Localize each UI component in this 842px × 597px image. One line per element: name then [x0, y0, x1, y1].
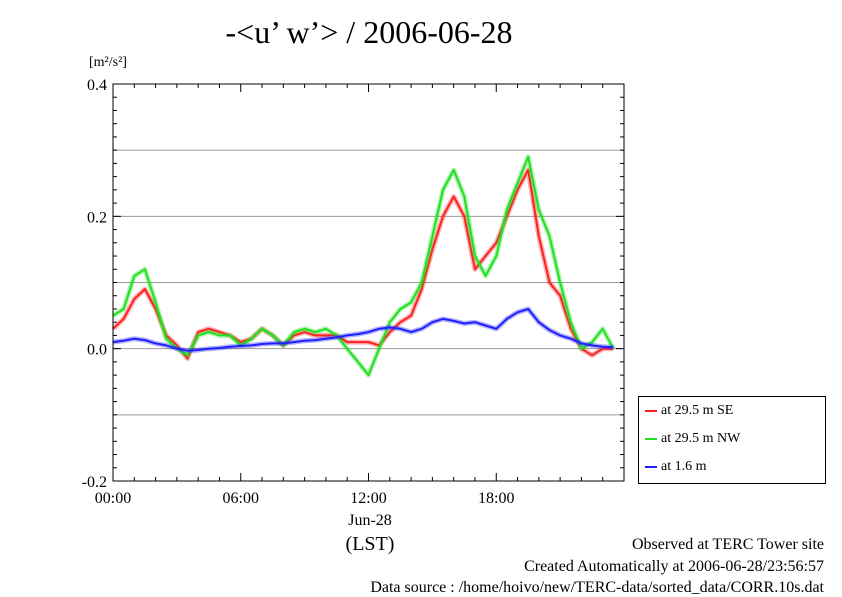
- chart-title: -<u’ w’> / 2006-06-28: [0, 14, 842, 51]
- y-unit-label: [m²/s²]: [89, 55, 127, 70]
- y-tick-label: 0.0: [87, 342, 107, 359]
- grid-lines: [113, 149, 624, 416]
- series-lines: [111, 154, 616, 378]
- footer-observed: Observed at TERC Tower site: [631, 536, 824, 553]
- x-tick-label: 18:00: [478, 490, 514, 507]
- y-tick-label: 0.4: [87, 77, 107, 94]
- legend-label-low: at 1.6 m: [661, 459, 707, 474]
- legend-label-se: at 29.5 m SE: [661, 403, 734, 418]
- x-tick-label: 00:00: [95, 490, 131, 507]
- legend-item-se: at 29.5 m SE: [645, 403, 733, 423]
- legend-item-nw: at 29.5 m NW: [645, 431, 740, 451]
- footer-created: Created Automatically at 2006-06-28/23:5…: [524, 558, 824, 575]
- series-line-2: [112, 308, 614, 352]
- chart-title-text: -<u’ w’> / 2006-06-28: [225, 14, 513, 50]
- x-timezone-label: (LST): [345, 533, 395, 555]
- legend-label-nw: at 29.5 m NW: [661, 431, 741, 446]
- x-tick-label: 12:00: [350, 490, 386, 507]
- y-tick-label: -0.2: [82, 474, 107, 491]
- legend-swatch-red: [645, 409, 657, 412]
- x-tick-label: 06:00: [223, 490, 259, 507]
- legend-item-low: at 1.6 m: [645, 459, 707, 479]
- x-date-label: Jun-28: [348, 512, 392, 529]
- legend-swatch-green: [645, 437, 657, 440]
- legend-swatch-blue: [645, 465, 657, 468]
- y-tick-label: 0.2: [87, 209, 107, 226]
- series-line-1: [112, 155, 615, 377]
- axis-ticks: -0.2 0.0 0.2 0.4 00:00 06:00 12:00 18:00: [82, 77, 625, 507]
- series-line-0: [112, 169, 614, 360]
- footer-source: Data source : /home/hoivo/new/TERC-data/…: [370, 579, 824, 596]
- legend: at 29.5 m SE at 29.5 m NW at 1.6 m: [638, 396, 826, 484]
